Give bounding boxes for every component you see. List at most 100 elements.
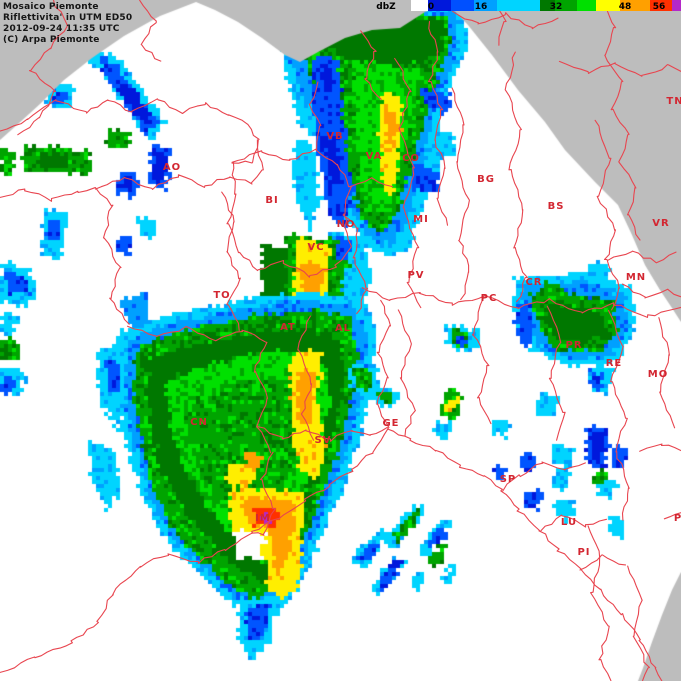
border-line xyxy=(600,0,641,241)
border-line xyxy=(621,283,681,299)
colorbar-segment-11 xyxy=(672,0,681,11)
border-line xyxy=(0,187,96,202)
province-label-pr: PR xyxy=(565,340,582,351)
colorbar-unit-label: dbZ xyxy=(376,2,396,12)
border-line xyxy=(540,514,608,532)
border-line xyxy=(594,119,620,311)
border-line xyxy=(308,81,322,151)
province-label-vc: VC xyxy=(307,242,324,253)
province-label-at: AT xyxy=(280,322,296,333)
border-line xyxy=(251,451,277,536)
province-label-ge: GE xyxy=(382,418,399,429)
province-label-pv: PV xyxy=(407,270,424,281)
border-line xyxy=(361,287,681,318)
province-label-bs: BS xyxy=(548,201,565,212)
province-label-bg: BG xyxy=(477,174,495,185)
border-line xyxy=(558,60,681,77)
border-line xyxy=(0,427,389,673)
border-line xyxy=(297,315,315,441)
border-line xyxy=(639,443,681,452)
province-label-mi: MI xyxy=(413,214,429,225)
border-line xyxy=(546,305,566,441)
colorbar-tick-32: 32 xyxy=(550,2,563,12)
province-label-cr: CR xyxy=(525,277,542,288)
colorbar-tick-0: 0 xyxy=(428,2,434,12)
border-line xyxy=(394,57,422,309)
province-label-tn: TN xyxy=(666,96,681,107)
province-label-mn: MN xyxy=(626,272,646,283)
border-line xyxy=(226,148,353,278)
colorbar-segment-6 xyxy=(555,0,577,11)
colorbar-segment-8 xyxy=(596,0,620,11)
border-line xyxy=(376,299,392,429)
border-line xyxy=(663,512,681,520)
border-line xyxy=(587,525,612,681)
province-label-pc: PC xyxy=(481,293,498,304)
province-label-ao: AO xyxy=(163,162,181,173)
province-label-bi: BI xyxy=(265,195,278,206)
province-label-va: VA xyxy=(366,151,383,162)
province-label-lu: LU xyxy=(561,517,577,528)
colorbar-segment-1 xyxy=(428,0,451,11)
colorbar-segment-7 xyxy=(577,0,596,11)
colorbar-segment-4 xyxy=(497,0,540,11)
border-line xyxy=(451,10,559,30)
border-line xyxy=(17,0,69,136)
colorbar-tick-48: 48 xyxy=(619,2,632,12)
province-label-vr: VR xyxy=(652,218,669,229)
province-label-no: NO xyxy=(337,219,356,230)
reflectivity-colorbar: dbZ 0 16 32 48 56 xyxy=(376,0,681,12)
province-label-vb: VB xyxy=(326,131,343,142)
border-line xyxy=(451,87,470,301)
map-copyright: (C) Arpa Piemonte xyxy=(3,35,100,45)
border-line xyxy=(658,317,676,429)
province-label-al: AL xyxy=(335,323,351,334)
border-line xyxy=(360,30,382,100)
border-line xyxy=(386,428,663,681)
colorbar-tick-16: 16 xyxy=(475,2,488,12)
colorbar-segment-3 xyxy=(474,0,497,11)
border-line xyxy=(139,0,162,62)
colorbar-segment-5 xyxy=(540,0,555,11)
colorbar-tick-56: 56 xyxy=(653,2,666,12)
border-line xyxy=(126,325,244,342)
border-line xyxy=(349,177,394,188)
border-line xyxy=(627,565,650,681)
colorbar-segment-0 xyxy=(411,0,428,11)
province-label-co: CO xyxy=(402,153,420,164)
border-line xyxy=(427,20,449,226)
province-label-re: RE xyxy=(606,358,623,369)
province-label-pt: PT xyxy=(674,513,681,524)
province-label-pi: PI xyxy=(577,547,590,558)
province-label-im: IM xyxy=(255,513,271,524)
border-line xyxy=(397,309,416,437)
province-label-to: TO xyxy=(213,290,230,301)
map-info-block: Mosaico Piemonte Riflettivita' in UTM ED… xyxy=(3,2,132,46)
border-line xyxy=(231,139,259,164)
border-line xyxy=(94,187,130,325)
province-label-sp: SP xyxy=(500,474,517,485)
border-line xyxy=(94,139,264,190)
border-line xyxy=(221,191,241,331)
border-line xyxy=(504,51,528,303)
border-line xyxy=(0,98,260,140)
map-timestamp: 2012-09-24 11:35 UTC xyxy=(3,24,120,34)
border-line xyxy=(257,426,389,442)
border-line xyxy=(607,250,677,264)
colorbar-segment-2 xyxy=(451,0,474,11)
map-subtitle: Riflettivita' in UTM ED50 xyxy=(3,13,133,23)
colorbar-segment-9 xyxy=(620,0,650,11)
border-line xyxy=(502,461,586,492)
border-line xyxy=(342,214,369,315)
province-label-mo: MO xyxy=(648,369,668,380)
border-line xyxy=(241,329,272,454)
province-label-cn: CN xyxy=(190,417,208,428)
border-line xyxy=(607,309,630,521)
border-line xyxy=(472,297,492,425)
border-line xyxy=(579,554,627,571)
map-title: Mosaico Piemonte xyxy=(3,2,99,12)
